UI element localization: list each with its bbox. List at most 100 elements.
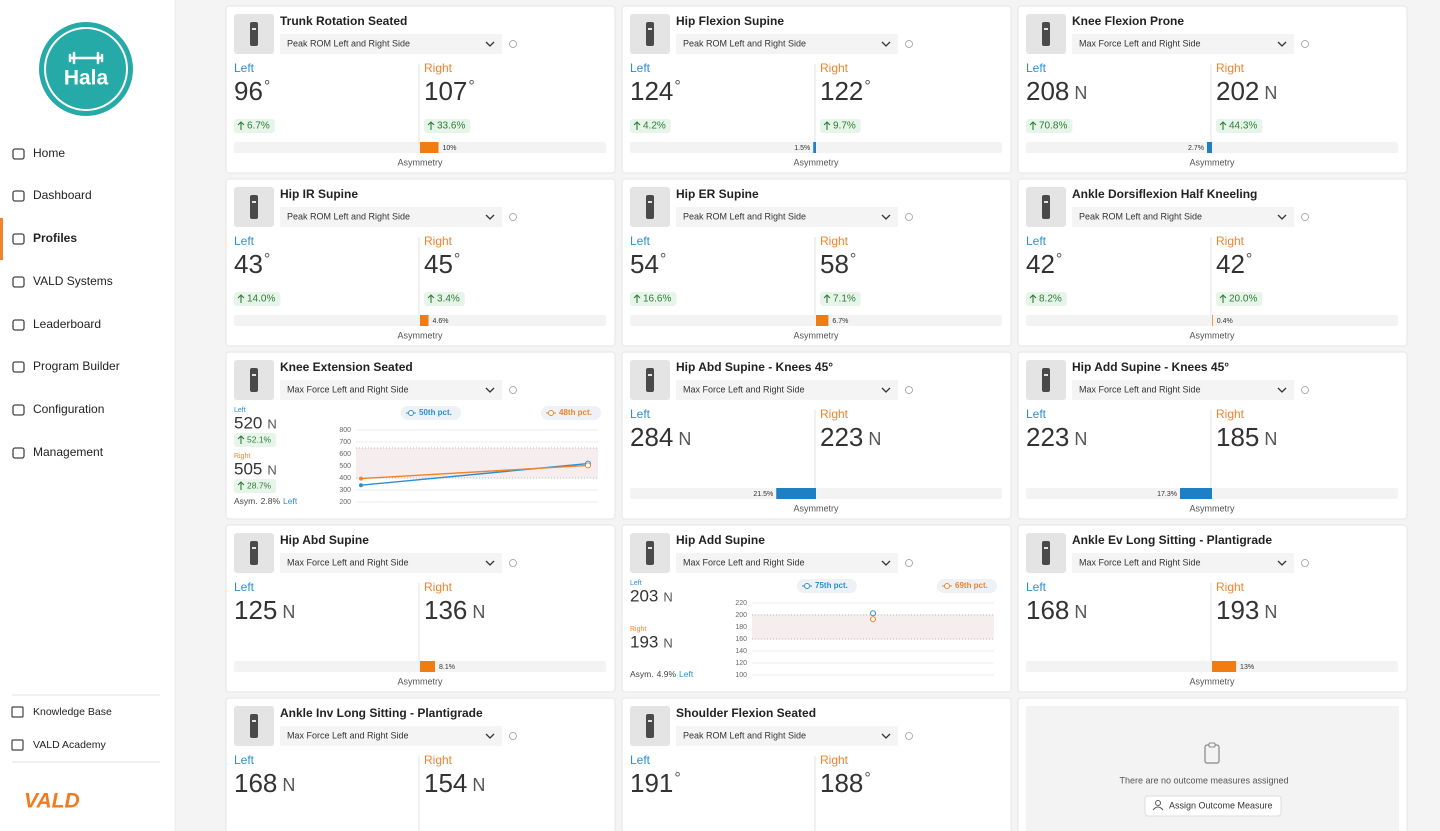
card-background <box>621 524 1012 693</box>
unit: ° <box>674 78 680 96</box>
left-label: Left <box>630 407 651 421</box>
value-left: 208 <box>1026 76 1069 106</box>
dropdown-chevron <box>881 41 891 47</box>
nav-item[interactable]: Home <box>12 146 65 160</box>
unit: ° <box>454 251 460 269</box>
nav-label: VALD Systems <box>33 274 113 288</box>
metric-dropdown[interactable]: Max Force Left and Right Side <box>280 380 502 400</box>
card: Knee Flexion Prone Max Force Left and Rig… <box>1017 5 1408 174</box>
unit: N <box>678 429 691 449</box>
metric-dropdown[interactable]: Max Force Left and Right Side <box>676 380 898 400</box>
asymmetry-caption: Asymmetry <box>794 330 840 340</box>
change-pill <box>1026 292 1067 306</box>
dropdown-box <box>676 34 898 54</box>
info-icon <box>905 213 913 221</box>
unit: ° <box>1056 251 1062 269</box>
unit: N <box>472 602 485 622</box>
metric-dropdown[interactable]: Peak ROM Left and Right Side <box>676 207 898 227</box>
asymmetry-bar <box>420 315 429 326</box>
change-arrow <box>633 121 641 130</box>
card: Hip IR Supine Peak ROM Left and Right Sid… <box>225 178 616 347</box>
asymmetry-value: 0.4% <box>1217 318 1233 325</box>
change-text: 16.6% <box>643 294 671 305</box>
left-label: Left <box>630 234 651 248</box>
dropdown-chevron <box>881 733 891 739</box>
test-icon-detail <box>648 720 652 722</box>
nav-item[interactable]: VALD Systems <box>12 274 113 288</box>
metric-dropdown[interactable]: Max Force Left and Right Side <box>676 553 898 573</box>
assign-button[interactable]: Assign Outcome Measure <box>1144 795 1282 817</box>
value-right: 42 <box>1216 249 1245 279</box>
dropdown-chevron <box>1277 214 1287 220</box>
right-label: Right <box>820 61 849 75</box>
change-arrow <box>237 121 245 130</box>
nav-item[interactable]: Profiles <box>0 218 77 260</box>
y-tick-label: 160 <box>735 636 747 643</box>
card: Ankle Inv Long Sitting - Plantigrade Max … <box>225 697 616 831</box>
card: Shoulder Flexion Seated Peak ROM Left and… <box>621 697 1012 831</box>
asymmetry-value: 17.3% <box>1157 491 1177 498</box>
metric-dropdown[interactable]: Peak ROM Left and Right Side <box>676 34 898 54</box>
metric-dropdown[interactable]: Max Force Left and Right Side <box>1072 380 1294 400</box>
y-tick-label: 100 <box>735 672 747 679</box>
change-text: 20.0% <box>1229 294 1257 305</box>
test-icon-figure <box>250 368 258 392</box>
y-tick-label: 300 <box>339 487 351 494</box>
card: Hip Flexion Supine Peak ROM Left and Righ… <box>621 5 1012 174</box>
info-icon <box>509 213 517 221</box>
card-title: Shoulder Flexion Seated <box>676 706 816 720</box>
right-label: Right <box>820 753 849 767</box>
dropdown-chevron <box>485 214 495 220</box>
test-icon-figure <box>646 368 654 392</box>
asymmetry-bar <box>1212 315 1213 326</box>
metric-dropdown[interactable]: Max Force Left and Right Side <box>280 726 502 746</box>
metric-dropdown[interactable]: Peak ROM Left and Right Side <box>1072 207 1294 227</box>
asymmetry-value: 1.5% <box>794 145 810 152</box>
footer-link[interactable]: Knowledge Base <box>11 706 112 718</box>
test-icon-detail <box>1044 547 1048 549</box>
unit: N <box>868 429 881 449</box>
asymmetry-bar <box>816 315 829 326</box>
test-icon-figure <box>1042 195 1050 219</box>
unit: N <box>282 775 295 795</box>
unit: N <box>472 775 485 795</box>
test-icon-detail <box>1044 28 1048 30</box>
dropdown-chevron <box>1277 41 1287 47</box>
nav-item[interactable]: Program Builder <box>12 359 120 373</box>
card-title: Hip ER Supine <box>676 187 759 201</box>
change-text: 52.1% <box>247 434 272 444</box>
metric-dropdown[interactable]: Peak ROM Left and Right Side <box>280 207 502 227</box>
left-label: Left <box>630 753 651 767</box>
metric-dropdown[interactable]: Max Force Left and Right Side <box>280 553 502 573</box>
info-icon <box>1301 386 1309 394</box>
nav-label: Leaderboard <box>33 317 101 331</box>
metric-dropdown[interactable]: Peak ROM Left and Right Side <box>280 34 502 54</box>
metric-dropdown[interactable]: Peak ROM Left and Right Side <box>676 726 898 746</box>
footer-link[interactable]: VALD Academy <box>11 739 107 751</box>
nav-item[interactable]: Management <box>12 445 104 459</box>
left-label: Left <box>234 407 246 414</box>
value-right: 193 <box>630 632 658 651</box>
right-label: Right <box>1216 61 1245 75</box>
card: Hip Add Supine - Knees 45° Max Force Left… <box>1017 351 1408 520</box>
left-label: Left <box>234 234 255 248</box>
nav-item[interactable]: Configuration <box>12 402 104 416</box>
nav-item[interactable]: Leaderboard <box>12 317 101 331</box>
info-icon <box>1301 213 1309 221</box>
metric-dropdown[interactable]: Max Force Left and Right Side <box>1072 34 1294 54</box>
change-pill <box>234 292 281 306</box>
test-icon-detail <box>648 201 652 203</box>
unit: ° <box>864 78 870 96</box>
card: Ankle Dorsiflexion Half Kneeling Peak ROM… <box>1017 178 1408 347</box>
value-left: 284 <box>630 422 673 452</box>
normative-band <box>356 448 598 478</box>
y-tick-label: 180 <box>735 624 747 631</box>
asymmetry-summary: Asym. 2.8% Left <box>234 496 298 506</box>
nav-icon <box>12 233 25 245</box>
metric-dropdown[interactable]: Max Force Left and Right Side <box>1072 553 1294 573</box>
nav-item[interactable]: Dashboard <box>12 188 92 202</box>
value-right: 202 <box>1216 76 1259 106</box>
change-text: 28.7% <box>247 480 272 490</box>
left-label: Left <box>1026 407 1047 421</box>
asymmetry-caption: Asymmetry <box>1190 157 1236 167</box>
